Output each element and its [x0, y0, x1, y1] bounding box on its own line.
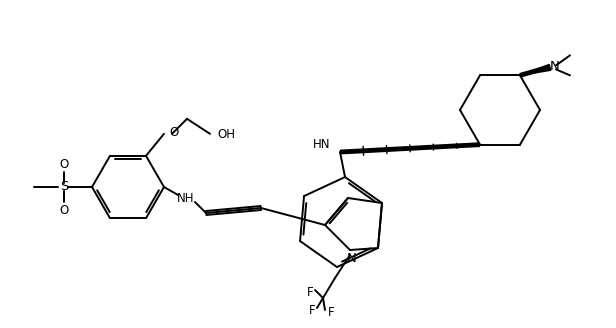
Text: NH: NH: [177, 193, 195, 206]
Text: F: F: [309, 303, 315, 317]
Text: O: O: [59, 157, 68, 171]
Text: N: N: [550, 60, 560, 73]
Text: F: F: [328, 305, 334, 318]
Polygon shape: [520, 65, 551, 75]
Text: N: N: [347, 253, 357, 265]
Text: HN: HN: [312, 137, 330, 151]
Text: S: S: [60, 180, 68, 194]
Text: O: O: [59, 203, 68, 216]
Text: OH: OH: [217, 128, 235, 141]
Text: O: O: [169, 126, 178, 139]
Text: F: F: [306, 286, 313, 299]
